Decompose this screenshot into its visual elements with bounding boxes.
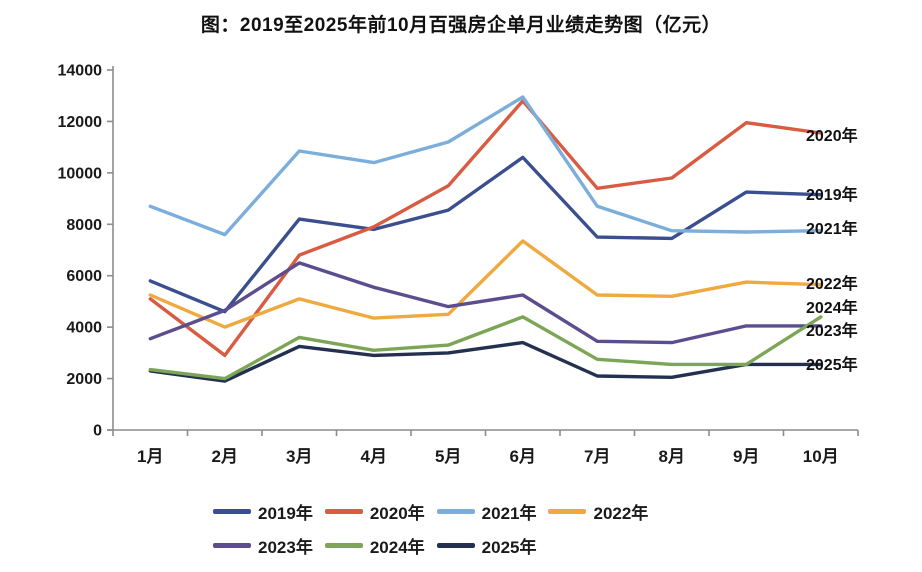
y-tick-label: 2000	[66, 371, 102, 388]
legend-swatch-icon	[548, 509, 587, 514]
series-line-2021年	[148, 95, 823, 237]
series-line-2024年	[148, 315, 823, 381]
legend-label: 2021年	[481, 504, 537, 523]
legend-row: 2023年 2024年 2025年	[213, 533, 693, 567]
legend-label: 2025年	[481, 538, 537, 557]
x-tick-label: 10月	[803, 447, 839, 466]
y-tick-label: 0	[93, 423, 102, 440]
legend-swatch-icon	[324, 509, 363, 514]
x-tick-label: 5月	[435, 447, 461, 466]
y-tick-label: 8000	[66, 217, 102, 234]
series-line-2025年	[148, 340, 823, 383]
legend-item: 2024年	[324, 533, 425, 558]
series-end-label: 2020年	[806, 126, 858, 145]
legend-item: 2020年	[324, 499, 425, 524]
legend-swatch-icon	[436, 509, 475, 514]
legend-swatch-icon	[436, 543, 475, 548]
series-line-2022年	[148, 239, 823, 329]
legend-label: 2020年	[369, 504, 425, 523]
x-tick-label: 3月	[286, 447, 312, 466]
legend-item: 2021年	[436, 499, 537, 524]
x-tick-label: 9月	[733, 447, 759, 466]
legend-label: 2023年	[258, 538, 313, 557]
y-tick-label: 14000	[58, 63, 103, 80]
legend-item: 2019年	[213, 499, 313, 524]
legend-row: 2019年 2020年 2021年 2022年	[213, 499, 693, 533]
y-tick-label: 4000	[66, 320, 102, 337]
series-end-label: 2021年	[806, 219, 858, 238]
legend-label: 2024年	[369, 538, 425, 557]
legend-swatch-icon	[213, 509, 251, 514]
series-end-label: 2025年	[806, 355, 858, 374]
series-end-label: 2019年	[806, 185, 858, 204]
series-end-label: 2022年	[806, 274, 858, 293]
legend-swatch-icon	[213, 543, 251, 548]
x-tick-label: 7月	[584, 447, 610, 466]
x-tick-label: 2月	[212, 447, 238, 466]
series-end-label: 2023年	[806, 321, 858, 340]
y-tick-label: 6000	[66, 268, 102, 285]
legend-item: 2022年	[548, 499, 648, 524]
legend-label: 2019年	[258, 504, 313, 523]
legend-swatch-icon	[324, 543, 363, 548]
series-line-2019年	[148, 155, 823, 314]
legend-label: 2022年	[593, 504, 649, 523]
x-tick-label: 8月	[659, 447, 685, 466]
legend-item: 2023年	[213, 533, 313, 558]
x-tick-label: 6月	[510, 447, 536, 466]
x-tick-label: 1月	[137, 447, 163, 466]
line-chart-plot: 0 2000 4000 6000 8000 10000 12000 14000 1月 2月 3月 4月…	[58, 63, 859, 466]
series-end-label: 2024年	[806, 298, 858, 317]
chart-legend: 2019年 2020年 2021年 2022年 2023年 2024年 2025年	[213, 499, 693, 567]
y-tick-label: 10000	[58, 165, 103, 182]
x-tick-label: 4月	[361, 447, 387, 466]
series-line-2023年	[148, 261, 823, 345]
series-line-2020年	[148, 99, 823, 358]
legend-item: 2025年	[436, 533, 537, 558]
y-tick-label: 12000	[58, 114, 103, 131]
chart-title: 图：2019至2025年前10月百强房企单月业绩走势图（亿元）	[200, 15, 722, 36]
